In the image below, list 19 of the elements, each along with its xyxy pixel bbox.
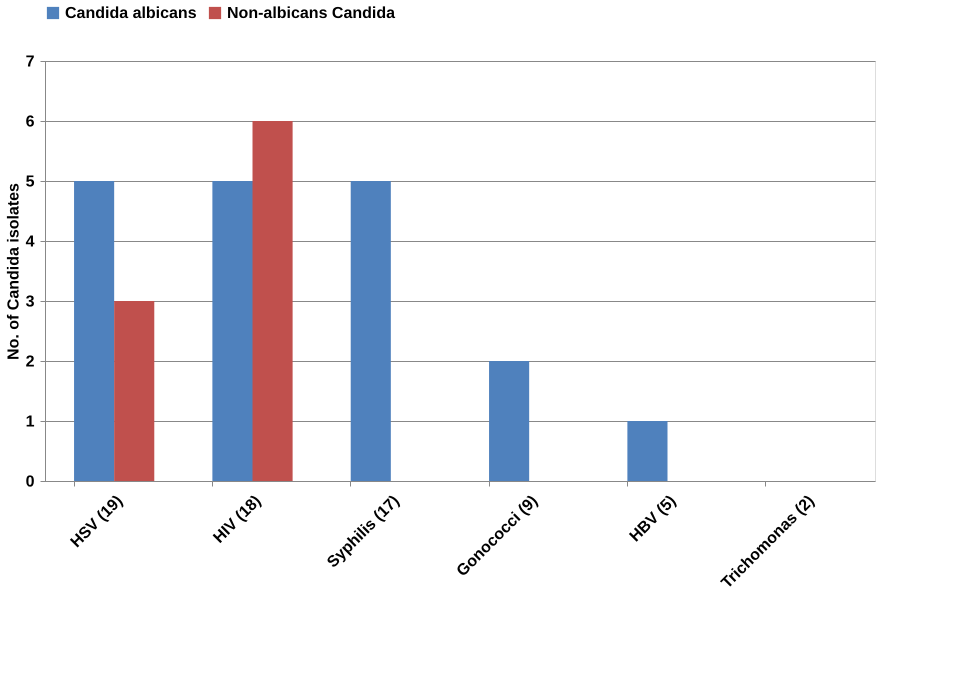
y-axis-title: No. of Candida isolates bbox=[6, 182, 23, 360]
legend-label: Candida albicans bbox=[65, 5, 197, 22]
bar bbox=[74, 181, 114, 481]
y-tick-label: 1 bbox=[26, 414, 35, 430]
x-tick-label: HIV (18) bbox=[210, 492, 265, 547]
bar bbox=[350, 181, 391, 481]
y-tick-label: 0 bbox=[26, 474, 35, 490]
legend-label: Non-albicans Candida bbox=[227, 5, 396, 22]
y-tick-label: 7 bbox=[26, 54, 35, 70]
bar bbox=[489, 361, 530, 481]
bar bbox=[252, 121, 293, 481]
bar bbox=[212, 181, 252, 481]
y-tick-label: 3 bbox=[26, 294, 35, 310]
bar bbox=[114, 301, 154, 481]
y-tick-label: 4 bbox=[26, 234, 35, 250]
y-tick-label: 5 bbox=[26, 174, 35, 190]
bar bbox=[627, 421, 668, 481]
y-tick-label: 6 bbox=[26, 114, 35, 130]
y-tick-label: 2 bbox=[26, 354, 35, 370]
